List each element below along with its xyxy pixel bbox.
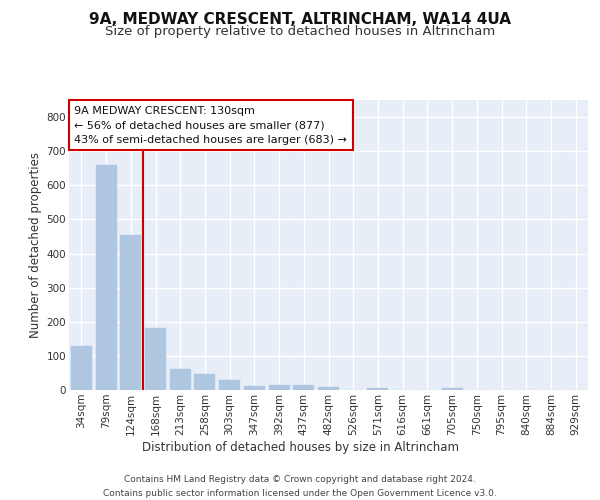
Bar [120, 236, 141, 390]
Text: 9A MEDWAY CRESCENT: 130sqm
← 56% of detached houses are smaller (877)
43% of sem: 9A MEDWAY CRESCENT: 130sqm ← 56% of deta… [74, 106, 347, 144]
Bar [95, 165, 116, 390]
Text: Size of property relative to detached houses in Altrincham: Size of property relative to detached ho… [105, 25, 495, 38]
Bar [71, 346, 92, 390]
Text: 9A, MEDWAY CRESCENT, ALTRINCHAM, WA14 4UA: 9A, MEDWAY CRESCENT, ALTRINCHAM, WA14 4U… [89, 12, 511, 28]
Y-axis label: Number of detached properties: Number of detached properties [29, 152, 43, 338]
Text: Contains HM Land Registry data © Crown copyright and database right 2024.
Contai: Contains HM Land Registry data © Crown c… [103, 476, 497, 498]
Bar [145, 328, 166, 390]
Bar [269, 385, 290, 390]
Bar [318, 388, 339, 390]
Bar [170, 369, 191, 390]
Bar [219, 380, 240, 390]
Bar [244, 386, 265, 390]
Bar [194, 374, 215, 390]
Bar [367, 388, 388, 390]
Text: Distribution of detached houses by size in Altrincham: Distribution of detached houses by size … [142, 441, 458, 454]
Bar [442, 388, 463, 390]
Bar [293, 385, 314, 390]
